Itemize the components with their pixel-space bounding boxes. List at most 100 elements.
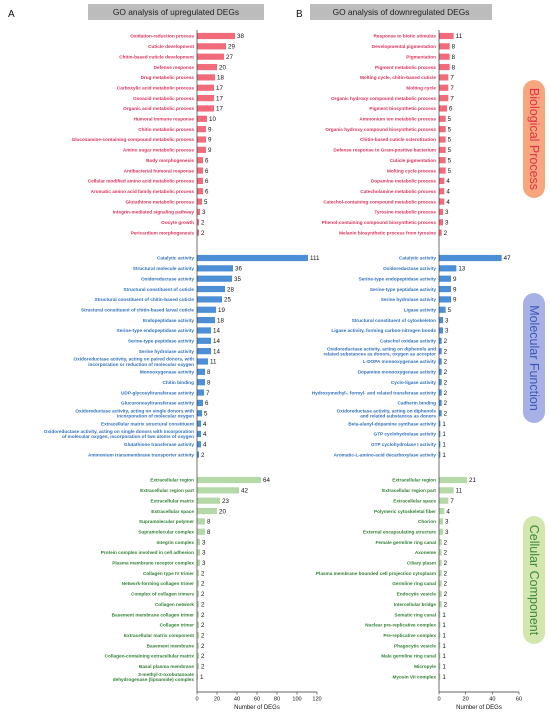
bar: [197, 167, 203, 174]
bar-label: Defense response to Gram-positive bacter…: [333, 148, 436, 153]
bar-label-line: Extracellular region part: [382, 488, 436, 493]
bar-label: Ammonium transmembrane transporter activ…: [88, 452, 194, 457]
bar: [439, 74, 449, 81]
category-pill-label: Molecular Function: [527, 305, 541, 411]
bar: [197, 254, 308, 262]
bar-label: Cuticle development: [148, 44, 194, 49]
bar: [439, 254, 502, 262]
bar-label-line: Extracellular region: [150, 478, 194, 483]
bar-value: 8: [207, 369, 211, 376]
bar: [439, 389, 442, 396]
x-tick-label: 60: [516, 697, 522, 703]
bar-label: GTP cyclohydrolase activity: [374, 432, 437, 437]
bar-label-line: Male germline ring canal: [381, 654, 436, 659]
bar-label: Pigment biosynthetic process: [369, 106, 436, 111]
bar-value: 6: [205, 157, 209, 164]
bar-value: 7: [450, 75, 454, 82]
bar-label: Serine-type peptidase activity: [370, 287, 437, 292]
bar-label-line: Cyclo-ligase activity: [391, 380, 436, 385]
bar-value: 4: [203, 431, 207, 438]
bar-value: 2: [201, 220, 205, 227]
bar-label: Oxidoreductase activity, acting on diphe…: [323, 346, 436, 356]
bar: [197, 580, 199, 587]
bar-value: 7: [450, 85, 454, 92]
bar: [197, 53, 224, 60]
bar: [197, 43, 226, 50]
bar-label: Integrin-mediated signaling pathway: [113, 210, 195, 215]
bar-label: Cuticle pigmentation: [390, 158, 436, 163]
bar-label-line: Supramolecular polymer: [139, 519, 194, 524]
bar: [439, 53, 450, 60]
bar-value: 2: [201, 581, 205, 588]
bar-label-line: Tyrosine metabolic process: [374, 210, 436, 215]
bar: [439, 487, 454, 494]
bar-value: 14: [213, 328, 220, 335]
bar: [439, 539, 442, 546]
bar: [197, 570, 199, 577]
bar-value: 2: [444, 379, 448, 386]
bar-value: 3: [445, 220, 449, 227]
bar-value: 1: [442, 612, 446, 619]
bar-value: 5: [448, 168, 452, 175]
bar-label-line: Axoneme: [415, 550, 436, 555]
bar-value: 64: [263, 477, 270, 484]
bar-label: Phagocytic vesicle: [394, 643, 436, 648]
bar-label: Glutathione metabolic process: [125, 199, 194, 204]
bar-value: 3: [445, 519, 449, 526]
bar-label-line: Response to biotic stimulus: [373, 34, 436, 39]
bar: [197, 157, 203, 164]
bar-label-line: Serine-type peptidase activity: [370, 287, 437, 292]
bar-label-line: Chitin-based cuticle sclerotization: [360, 137, 436, 142]
bar-label-line: Cuticle pigmentation: [390, 158, 436, 163]
bar-value: 2: [201, 622, 205, 629]
bar: [197, 507, 217, 515]
bar-value: 3: [202, 539, 206, 546]
bar-value: 20: [219, 508, 226, 515]
bar-label-line: Molting cycle process: [387, 168, 436, 173]
bar-value: 2: [444, 560, 448, 567]
bar-label: Developmental pigmentation: [372, 44, 436, 49]
bar-label: Extracellular region part: [140, 488, 194, 493]
bar-label: Phenol-containing compound biosynthetic …: [322, 220, 437, 225]
category-pill-bg: [523, 80, 545, 198]
bar-value: 1: [442, 664, 446, 671]
category-pill-label: Biological Process: [527, 88, 541, 190]
bar-label-line: Molting cycle: [406, 85, 436, 90]
bar: [197, 590, 199, 597]
bar: [439, 115, 446, 122]
bar-value: 7: [450, 95, 454, 102]
bar-label: Molting cycle, chitin-based cuticle: [360, 75, 436, 80]
bar-label: Aromatic amino acid family metabolic pro…: [91, 189, 195, 194]
bar-value: 25: [224, 297, 231, 304]
bar-label: Plasma membrane receptor complex: [112, 561, 194, 566]
bar-label-line: Dopamine monooxygenase activity: [358, 370, 437, 375]
bar: [197, 652, 199, 660]
bar: [439, 188, 445, 195]
bar-value: 2: [444, 359, 448, 366]
bar: [439, 399, 442, 406]
bar: [197, 399, 203, 406]
bar: [439, 379, 442, 386]
bar: [439, 570, 442, 577]
bar: [439, 632, 441, 639]
bar-label: Network-forming collagen trimer: [122, 581, 195, 586]
bar-label-line: Extracellular space: [151, 509, 194, 514]
bar-label-line: and related substances as donors: [360, 414, 436, 419]
bar-label: Supramolecular complex: [138, 529, 194, 534]
bar-label: Cadherin binding: [397, 401, 436, 406]
bar-label-line: Cuticle development: [148, 44, 194, 49]
bar-value: 5: [448, 307, 452, 314]
bar-label-line: Hydroxymethyl-, formyl- and related tran…: [312, 390, 437, 395]
bar-label-line: Defense response: [154, 65, 195, 70]
bar: [197, 476, 261, 484]
bar: [197, 621, 199, 628]
bar: [439, 43, 450, 50]
bar: [197, 32, 235, 40]
bar-label-line: Structural constituent of chitin-based l…: [81, 307, 194, 312]
bar-label: L-DOPA monooxygenase activity: [363, 359, 437, 364]
bar-value: 35: [234, 276, 241, 283]
bar-label-line: Polymeric cytoskeletal fiber: [374, 509, 436, 514]
bar-label-line: Pigmentation: [406, 54, 436, 59]
bar-label-line: GTP cyclohydrolase activity: [374, 432, 437, 437]
bar: [197, 115, 207, 122]
